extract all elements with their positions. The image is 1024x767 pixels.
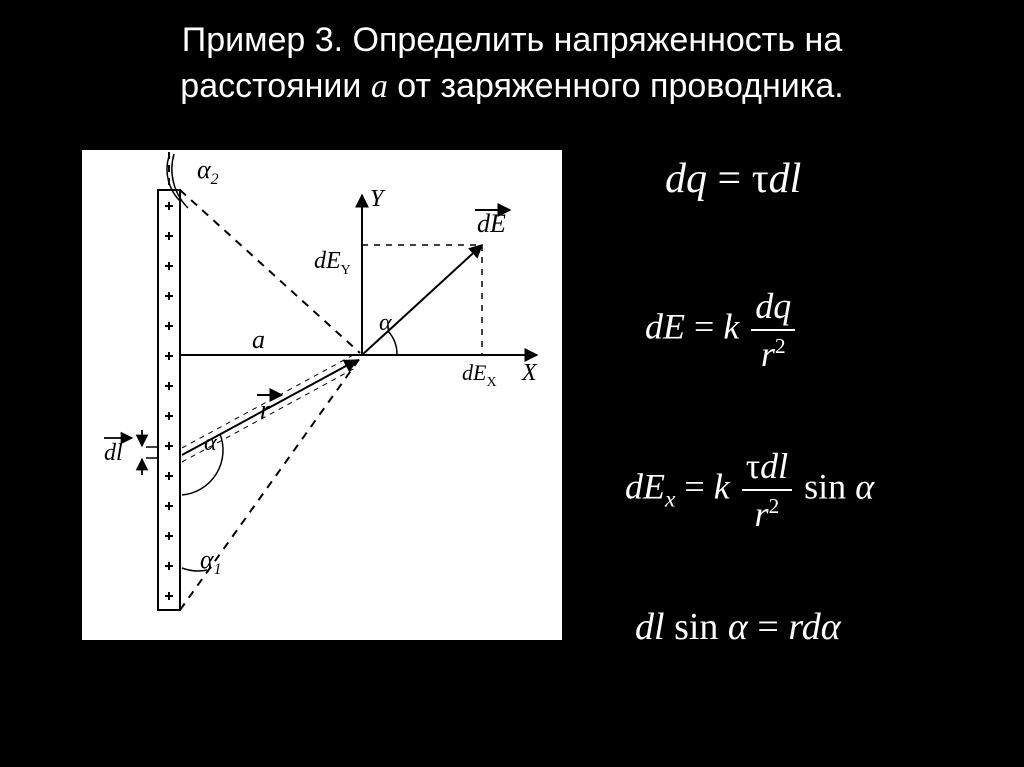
equation-dq: dq = τdl — [665, 155, 801, 203]
svg-text:dEY: dEY — [314, 248, 351, 278]
svg-text:α: α — [204, 430, 217, 456]
slide: Пример 3. Определить напряженность на ра… — [0, 0, 1024, 767]
svg-text:α2: α2 — [197, 155, 219, 188]
svg-text:Y: Y — [370, 186, 386, 212]
equation-dEx: dEx = k τdl r2 sin α — [625, 445, 874, 535]
svg-text:a: a — [252, 325, 265, 354]
svg-text:α1: α1 — [200, 545, 222, 578]
svg-text:dl: dl — [104, 440, 123, 466]
equation-dE: dE = k dq r2 — [645, 285, 798, 375]
svg-text:α: α — [379, 310, 392, 336]
svg-text:dE: dE — [477, 209, 506, 238]
equation-dl-sin: dl sin α = rdα — [635, 605, 841, 649]
diagram-svg: α2 Y dEY dE a α dEX X r α dl α1 — [82, 150, 562, 640]
title-line1: Пример 3. Определить напряженность на — [182, 21, 842, 59]
title-var-a: a — [371, 68, 388, 105]
diagram: α2 Y dEY dE a α dEX X r α dl α1 — [82, 150, 562, 640]
svg-text:dEX: dEX — [462, 360, 497, 390]
title-line2b: от заряженного проводника. — [388, 67, 844, 105]
svg-text:X: X — [521, 360, 538, 386]
title-line2a: расстоянии — [180, 67, 371, 105]
slide-title: Пример 3. Определить напряженность на ра… — [0, 18, 1024, 110]
svg-text:r: r — [260, 395, 271, 424]
